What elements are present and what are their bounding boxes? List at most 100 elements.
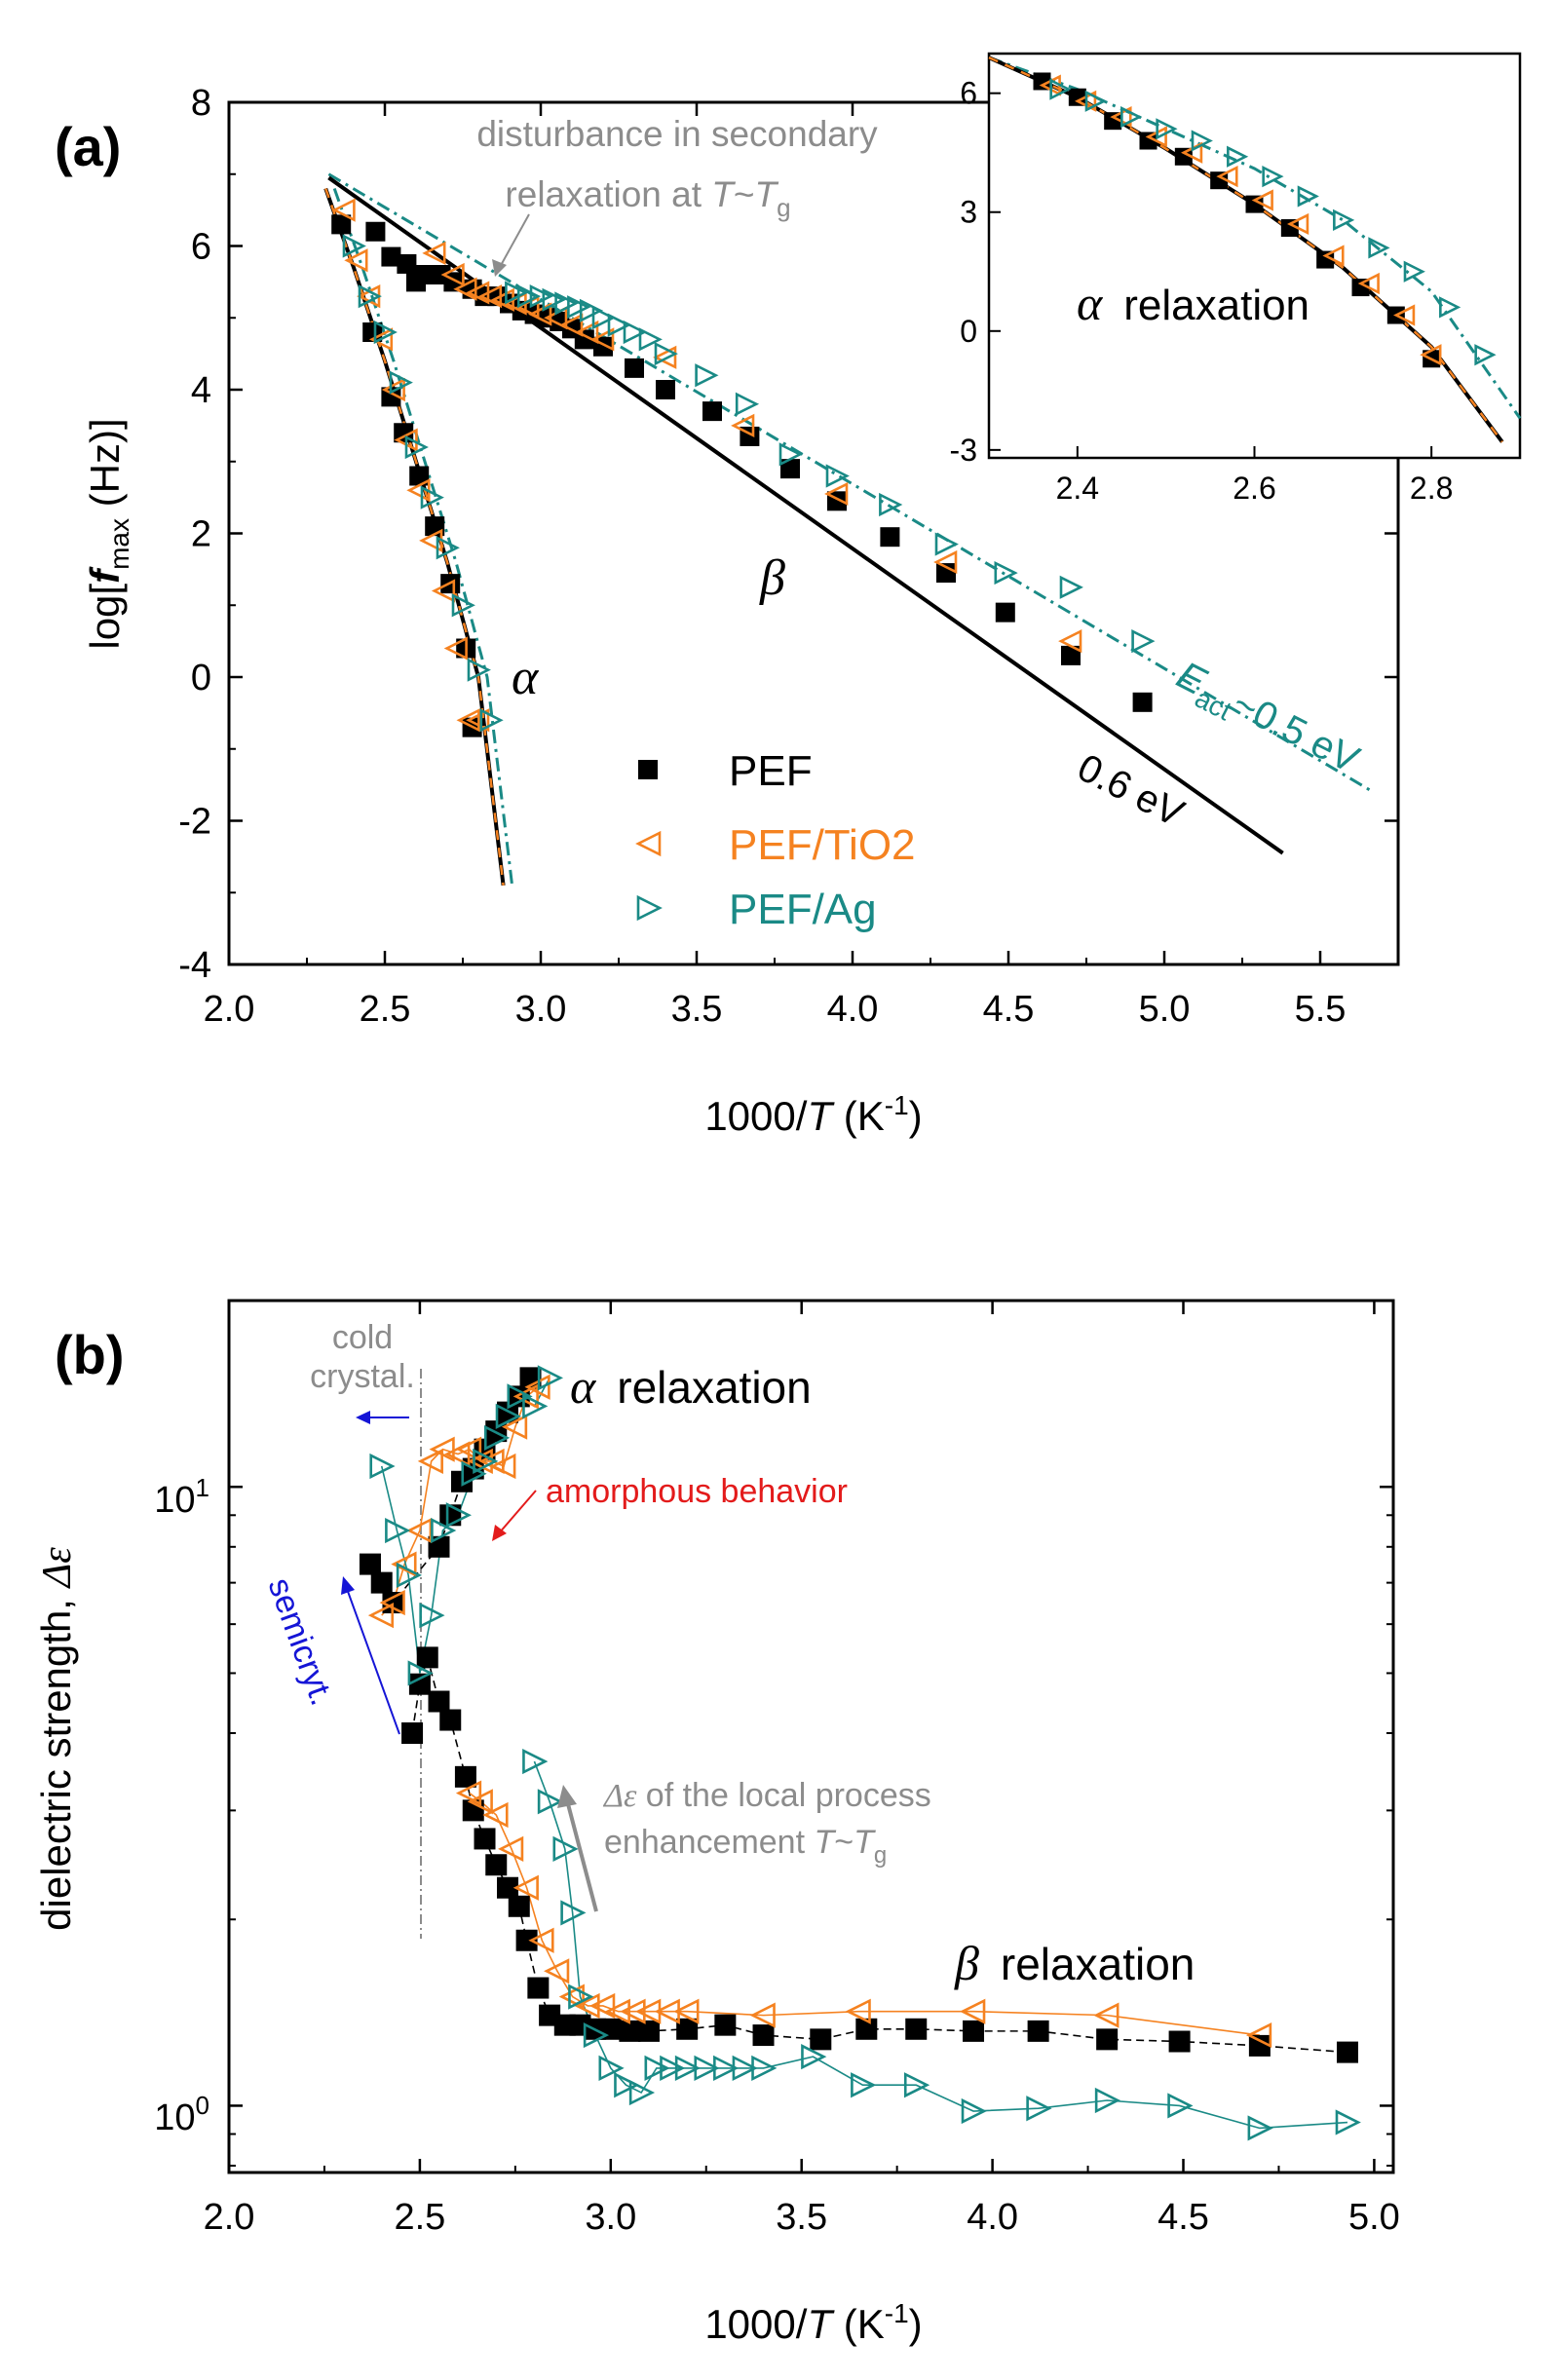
inset-data-point [1033, 72, 1051, 91]
inset-data-point [1287, 212, 1309, 236]
b-data-point-alpha [370, 1571, 393, 1594]
annotation-disturbance-arrowhead [492, 259, 507, 277]
inset-data-point [1351, 279, 1370, 297]
b-data-point-beta [960, 1998, 986, 2024]
data-point-beta [934, 532, 959, 556]
inset-x-tick-labels: 2.4 2.6 2.8 [1056, 471, 1454, 506]
data-point-alpha [358, 284, 382, 309]
b-data-point-beta [674, 2055, 702, 2082]
inset-data-point [1322, 245, 1345, 267]
b-data-point-alpha [507, 1383, 533, 1410]
a-y-tick-label: 0 [191, 658, 211, 699]
annotation-beta-relaxation: β relaxation [954, 1936, 1195, 1990]
b-data-point-beta [714, 2014, 737, 2036]
legend: PEF PEF/TiO2 PEF/Ag [635, 747, 916, 933]
inset-data-point [1251, 189, 1273, 211]
data-point-beta [554, 291, 579, 316]
a-y-tick-label: 4 [191, 370, 211, 411]
connect-line-alpha [380, 1377, 550, 1674]
b-data-point-beta [855, 2018, 878, 2040]
inset-y-tick-label: 6 [960, 76, 977, 111]
b-data-point-alpha [483, 1424, 511, 1452]
amorphous-arrow [498, 1490, 537, 1534]
b-data-point-alpha [501, 1414, 528, 1440]
a-y-tick-label: -2 [178, 802, 211, 843]
panel-b-y-axis-label: dielectric strength, Δε [33, 1547, 80, 1931]
data-point-beta [542, 287, 566, 312]
data-point-alpha [466, 708, 490, 733]
b-data-point-alpha [467, 1448, 493, 1475]
b-data-point-beta [1167, 2093, 1194, 2119]
inset-data-point [1439, 296, 1461, 319]
data-point-beta [731, 413, 755, 437]
inset-label: α relaxation [1077, 276, 1309, 330]
inset-data-point [1403, 260, 1425, 283]
b-data-point-alpha [419, 1602, 445, 1629]
b-data-point-beta [552, 1835, 579, 1862]
data-point-beta [735, 392, 760, 416]
b-data-point-alpha [407, 1660, 434, 1686]
inset-y-tick-label: -3 [950, 433, 977, 468]
b-data-point-beta [845, 1998, 871, 2024]
b-data-point-beta [1247, 2115, 1273, 2141]
annotation-disturbance-line2: relaxation at T~Tg [505, 174, 790, 222]
b-data-point-beta [528, 1927, 554, 1953]
legend-marker-ag [636, 894, 663, 922]
data-point-beta [880, 527, 900, 548]
inset-ticks [989, 92, 1433, 458]
inset-data-point [1297, 185, 1319, 208]
b-data-point-beta [637, 2020, 660, 2042]
b-data-point-beta [1094, 2087, 1121, 2114]
panel-a-y-tick-labels: -4 -2 0 2 4 6 8 [178, 83, 211, 986]
inset-x-tick-label: 2.8 [1410, 471, 1453, 506]
b-data-point-beta [574, 1992, 600, 2020]
inset-data-point [1393, 304, 1416, 326]
legend-label-ag: PEF/Ag [729, 886, 877, 933]
semicryt-arrow [345, 1585, 400, 1735]
panel-b: (b) 2.0 2.5 3.0 3.5 4.0 4.5 5.0 101 100 1000/T… [33, 1299, 1400, 2347]
b-data-point-beta [694, 2055, 720, 2082]
data-point-beta [505, 281, 529, 305]
a-x-tick-label: 4.0 [827, 989, 879, 1030]
inset-data-point [1216, 166, 1238, 188]
b-data-point-beta [598, 2055, 625, 2082]
panel-a-x-axis-label: 1000/T (K-1) [704, 1090, 922, 1139]
b-data-point-alpha [495, 1403, 521, 1429]
a-y-tick-label: 2 [191, 514, 211, 555]
data-point-beta [824, 481, 849, 507]
annotation-disturbance-line1: disturbance in secondary [476, 114, 878, 154]
b-data-point-beta [1093, 2002, 1120, 2028]
annotation-local-process: Δε of the local process [602, 1777, 931, 1814]
b-data-point-beta [713, 2055, 740, 2082]
annotation-alpha-relaxation: α relaxation [570, 1359, 812, 1414]
data-point-beta [528, 302, 552, 326]
panel-b-x-tick-labels: 2.0 2.5 3.0 3.5 4.0 4.5 5.0 [204, 2197, 1400, 2238]
amorphous-arrowhead [492, 1525, 507, 1541]
data-point-beta [654, 342, 678, 366]
annotation-activation-energy-pef: 0.6 eV [1071, 746, 1191, 836]
b-data-point-beta [903, 2072, 930, 2098]
data-point-beta [559, 313, 584, 337]
panel-b-y-tick-10-0: 100 [154, 2091, 209, 2138]
inset-data-point [1104, 112, 1122, 131]
data-point-alpha [404, 434, 429, 460]
b-data-point-beta [801, 2044, 827, 2070]
local-process-arrow [565, 1799, 598, 1912]
b-data-point-beta [963, 2020, 985, 2042]
b-data-point-alpha [385, 1517, 411, 1544]
panel-b-x-axis-label: 1000/T (K-1) [704, 2298, 922, 2347]
annotation-enhancement: enhancement T~Tg [604, 1824, 887, 1869]
b-data-point-beta [676, 2018, 699, 2040]
data-point-alpha [467, 658, 491, 682]
inset-alpha-relaxation: 2.4 2.6 2.8 -3 0 3 6 α relaxation [950, 52, 1522, 506]
data-point-beta [695, 363, 719, 388]
panel-b-frame [227, 1299, 1395, 2174]
a-x-tick-label: 3.0 [515, 989, 567, 1030]
data-point-beta [653, 345, 677, 369]
b-data-point-beta [851, 2072, 877, 2098]
b-data-point-alpha [379, 1589, 405, 1616]
b-data-point-beta [644, 2055, 670, 2082]
data-point-beta [994, 560, 1018, 586]
b-data-point-beta [522, 1748, 549, 1775]
data-point-beta [656, 380, 675, 399]
